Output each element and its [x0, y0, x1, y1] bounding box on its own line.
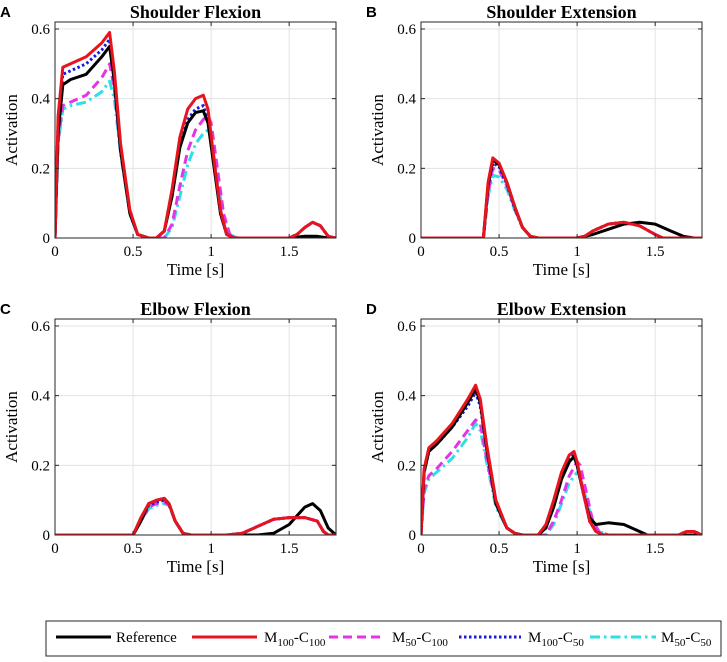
panel-a: 0 0.5 1 1.5 0 0.2 0.4 0.6 Shoulder Flexion A Time … [0, 2, 337, 279]
x-tick-label: 0.5 [490, 541, 509, 557]
legend-label-subscript: 100 [431, 637, 448, 649]
legend-item-m100-c100: M100-C100 [192, 630, 326, 649]
y-tick-label: 0.6 [397, 22, 416, 38]
x-tick-label: 0.5 [490, 244, 509, 260]
x-tick-label: 1.5 [646, 541, 665, 557]
x-tick-label: 1.5 [646, 244, 665, 260]
x-axis-label: Time [s] [167, 260, 224, 279]
y-tick-label: 0.4 [397, 389, 416, 405]
panel-letter: C [0, 301, 11, 318]
x-axis-label: Time [s] [533, 557, 590, 576]
legend-label-main: Reference [116, 630, 177, 646]
y-tick-label: 0.2 [31, 458, 50, 474]
x-tick-label: 1 [207, 541, 215, 557]
plot-area [421, 22, 702, 238]
x-tick-label: 1.5 [280, 541, 299, 557]
axis-box [54, 21, 337, 239]
legend-label-main: M [392, 630, 405, 646]
y-axis-label: Activation [368, 94, 387, 166]
series-group [421, 383, 702, 535]
panel-title: Shoulder Extension [486, 2, 636, 22]
legend-label-subscript: 50 [700, 637, 712, 649]
panel-d: 0 0.5 1 1.5 0 0.2 0.4 0.6 Elbow Extension D Time [… [366, 299, 703, 576]
y-tick-label: 0.2 [397, 458, 416, 474]
x-tick-label: 0 [51, 244, 59, 260]
legend-label: M50-C50 [661, 630, 712, 649]
y-tick-label: 0 [409, 528, 417, 544]
panel-letter: A [0, 4, 11, 21]
y-tick-label: 0.6 [397, 319, 416, 335]
x-tick-label: 1 [573, 541, 581, 557]
x-axis-label: Time [s] [533, 260, 590, 279]
legend-label-main: M [264, 630, 277, 646]
series-line-m50-c50 [421, 422, 702, 535]
legend-item-m50-c100: M50-C100 [329, 630, 448, 649]
panel-title: Elbow Flexion [140, 299, 251, 319]
legend-label-main: M [528, 630, 541, 646]
legend-item-reference: Reference [56, 630, 177, 646]
x-tick-label: 0.5 [124, 244, 143, 260]
series-group [55, 31, 336, 238]
legend-label-main: M [661, 630, 674, 646]
legend-label-subscript: 50 [405, 637, 417, 649]
y-tick-label: 0.4 [31, 92, 50, 108]
legend-label: Reference [116, 630, 177, 646]
panel-title: Shoulder Flexion [130, 2, 261, 22]
legend-label-mid: -C [558, 630, 573, 646]
y-axis-label: Activation [2, 391, 21, 463]
series-line-m50-c50 [55, 502, 336, 535]
x-tick-label: 0 [417, 541, 425, 557]
legend-item-m50-c50: M50-C50 [590, 630, 712, 649]
legend-label-subscript: 100 [277, 637, 294, 649]
plot-area [55, 319, 336, 535]
legend-label-subscript: 50 [573, 637, 585, 649]
y-tick-label: 0 [43, 231, 51, 247]
y-tick-label: 0.6 [31, 319, 50, 335]
series-line-m100-c100 [421, 383, 702, 535]
x-tick-label: 0.5 [124, 541, 143, 557]
y-tick-label: 0.6 [31, 22, 50, 38]
panel-c: 0 0.5 1 1.5 0 0.2 0.4 0.6 Elbow Flexion C Time [s]… [0, 299, 337, 576]
legend-label: M50-C100 [392, 630, 448, 649]
y-tick-label: 0 [43, 528, 51, 544]
series-group [55, 496, 336, 535]
legend-label-subscript: 100 [309, 637, 326, 649]
panel-letter: D [366, 301, 377, 318]
x-tick-label: 0 [51, 541, 59, 557]
legend: Reference M100-C100 M50-C100 M100-C50 M50-C5… [45, 620, 722, 657]
y-tick-label: 0.4 [397, 92, 416, 108]
series-line-m100-c100 [55, 496, 336, 535]
y-tick-label: 0.4 [31, 389, 50, 405]
legend-label: M100-C100 [264, 630, 326, 649]
series-line-m100-c100 [421, 156, 702, 238]
y-axis-label: Activation [2, 94, 21, 166]
x-tick-label: 0 [417, 244, 425, 260]
axis-box [54, 318, 337, 536]
legend-label-subscript: 100 [541, 637, 558, 649]
series-group [421, 156, 702, 238]
x-axis-label: Time [s] [167, 557, 224, 576]
series-line-m100-c100 [55, 31, 336, 238]
legend-label-subscript: 50 [674, 637, 686, 649]
legend-label-mid: -C [294, 630, 309, 646]
x-tick-label: 1.5 [280, 244, 299, 260]
x-tick-label: 1 [207, 244, 215, 260]
legend-item-m100-c50: M100-C50 [459, 630, 584, 649]
axis-box [420, 318, 703, 536]
y-tick-label: 0.2 [397, 161, 416, 177]
legend-label-mid: -C [416, 630, 431, 646]
legend-label-mid: -C [685, 630, 700, 646]
y-tick-label: 0 [409, 231, 417, 247]
legend-label: M100-C50 [528, 630, 584, 649]
legend-box [45, 620, 722, 657]
panel-letter: B [366, 4, 377, 21]
panel-title: Elbow Extension [497, 299, 627, 319]
x-tick-label: 1 [573, 244, 581, 260]
y-tick-label: 0.2 [31, 161, 50, 177]
axis-box [420, 21, 703, 239]
y-axis-label: Activation [368, 391, 387, 463]
panel-b: 0 0.5 1 1.5 0 0.2 0.4 0.6 Shoulder Extension B Tim… [366, 2, 703, 279]
